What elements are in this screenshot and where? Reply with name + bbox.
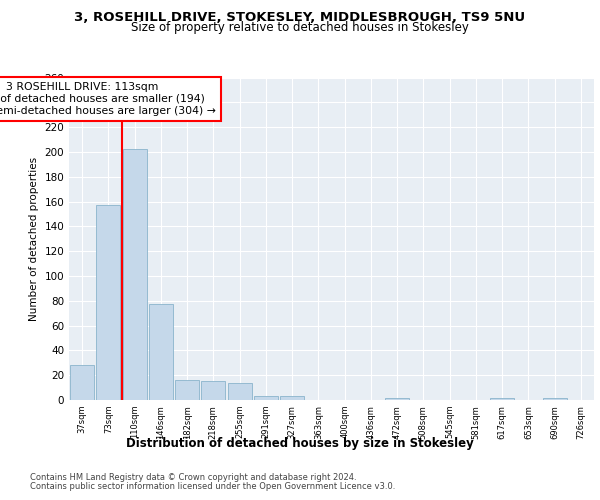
Bar xyxy=(122,150,147,400)
Bar xyxy=(542,398,567,400)
Bar xyxy=(202,382,226,400)
Bar xyxy=(175,380,199,400)
Text: Distribution of detached houses by size in Stokesley: Distribution of detached houses by size … xyxy=(126,438,474,450)
Text: Contains HM Land Registry data © Crown copyright and database right 2024.: Contains HM Land Registry data © Crown c… xyxy=(30,472,356,482)
Bar xyxy=(149,304,173,400)
Text: Contains public sector information licensed under the Open Government Licence v3: Contains public sector information licen… xyxy=(30,482,395,491)
Bar xyxy=(227,382,252,400)
Bar xyxy=(280,396,304,400)
Bar xyxy=(254,396,278,400)
Bar xyxy=(70,366,94,400)
Text: Size of property relative to detached houses in Stokesley: Size of property relative to detached ho… xyxy=(131,21,469,34)
Text: 3, ROSEHILL DRIVE, STOKESLEY, MIDDLESBROUGH, TS9 5NU: 3, ROSEHILL DRIVE, STOKESLEY, MIDDLESBRO… xyxy=(74,11,526,24)
Text: 3 ROSEHILL DRIVE: 113sqm
← 39% of detached houses are smaller (194)
61% of semi-: 3 ROSEHILL DRIVE: 113sqm ← 39% of detach… xyxy=(0,82,215,116)
Bar xyxy=(385,398,409,400)
Y-axis label: Number of detached properties: Number of detached properties xyxy=(29,156,39,321)
Bar xyxy=(96,206,121,400)
Bar xyxy=(490,398,514,400)
